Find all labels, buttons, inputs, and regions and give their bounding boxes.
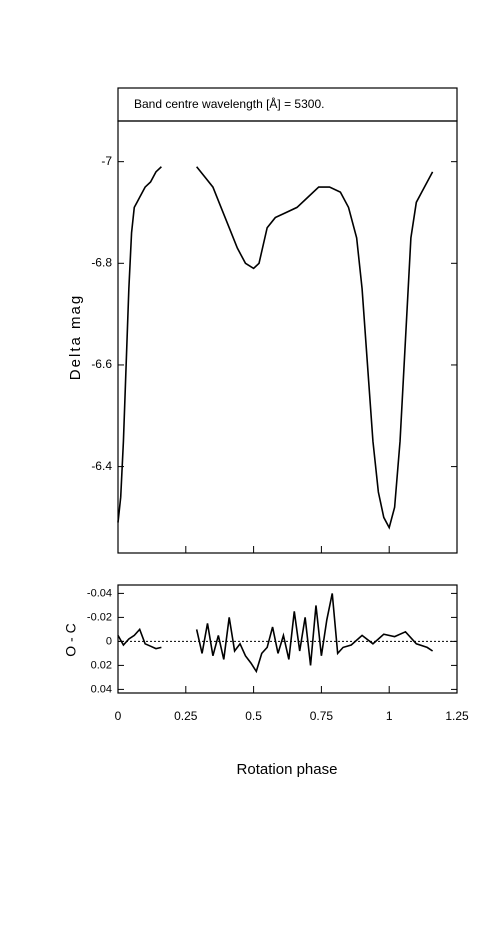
- x-tick-label: 0.75: [310, 709, 334, 723]
- y-tick-label: -0.04: [87, 587, 112, 599]
- y-tick-label: -7: [101, 154, 112, 168]
- y-tick-label: -0.02: [87, 611, 112, 623]
- residual-frame: [117, 584, 458, 694]
- y-axis-label: O - C: [63, 623, 79, 656]
- chart-title: Band centre wavelength [Å] = 5300.: [134, 96, 324, 111]
- y-tick-label: -6.8: [91, 255, 112, 269]
- x-tick-label: 1: [386, 709, 393, 723]
- y-tick-label: 0.02: [91, 659, 112, 671]
- y-tick-label: -6.4: [91, 459, 112, 473]
- x-axis-label: Rotation phase: [237, 761, 338, 778]
- data-line: [117, 166, 434, 530]
- x-tick-label: 0: [115, 709, 122, 723]
- data-line: [117, 593, 434, 674]
- x-tick-label: 1.25: [445, 709, 469, 723]
- y-axis-label: Delta mag: [67, 294, 84, 380]
- main-frame: [117, 120, 458, 554]
- y-tick-label: 0: [106, 635, 112, 647]
- x-tick-label: 0.5: [245, 709, 262, 723]
- y-tick-label: -6.6: [91, 357, 112, 371]
- y-tick-label: 0.04: [91, 683, 112, 695]
- x-tick-label: 0.25: [174, 709, 198, 723]
